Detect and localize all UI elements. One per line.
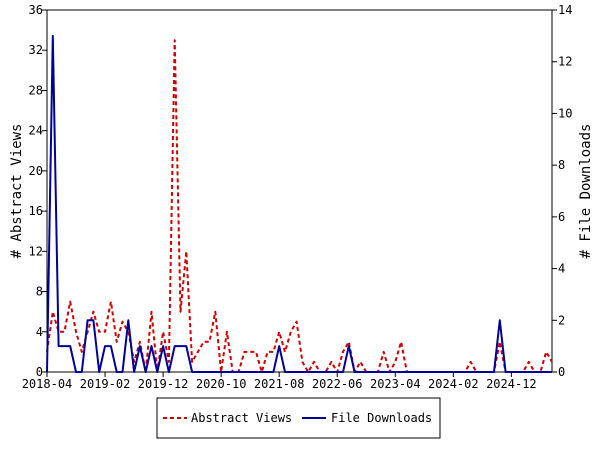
right-axis: 0 2 4 6 8 10 12 14 xyxy=(552,3,572,379)
left-axis-tick-label: 8 xyxy=(36,285,43,299)
series-line-file-downloads xyxy=(46,34,552,373)
bottom-axis-tick-label: 2023-04 xyxy=(370,377,421,391)
right-axis-tick-label: 2 xyxy=(558,313,565,327)
right-axis-tick-label: 12 xyxy=(558,55,572,69)
right-axis-tick-label: 14 xyxy=(558,3,572,17)
left-axis-tick-label: 36 xyxy=(29,3,43,17)
bottom-axis-tick-label: 2024-12 xyxy=(486,377,537,391)
bottom-axis-tick-label: 2024-02 xyxy=(428,377,479,391)
left-axis-tick-label: 16 xyxy=(29,204,43,218)
right-axis-tick-label: 4 xyxy=(558,262,565,276)
left-axis-tick-label: 28 xyxy=(29,83,43,97)
legend-label-file-downloads: File Downloads xyxy=(331,411,432,425)
left-axis-tick-label: 12 xyxy=(29,244,43,258)
right-axis-tick-label: 6 xyxy=(558,210,565,224)
bottom-axis-tick-label: 2019-12 xyxy=(138,377,189,391)
bottom-axis-tick-label: 2021-08 xyxy=(254,377,305,391)
left-axis-tick-label: 24 xyxy=(29,124,43,138)
left-axis: 0 4 8 12 16 20 24 28 32 36 xyxy=(29,3,47,379)
right-axis-tick-label: 8 xyxy=(558,158,565,172)
legend: Abstract Views File Downloads xyxy=(156,397,441,439)
bottom-axis-tick-label: 2022-06 xyxy=(312,377,363,391)
plot-area xyxy=(46,9,553,373)
left-axis-title: # Abstract Views xyxy=(9,124,25,259)
legend-label-abstract-views: Abstract Views xyxy=(191,411,292,425)
legend-box xyxy=(156,397,441,439)
left-axis-tick-label: 32 xyxy=(29,43,43,57)
series-layer xyxy=(46,34,553,373)
left-axis-tick-label: 4 xyxy=(36,325,43,339)
left-axis-tick-label: 20 xyxy=(29,164,43,178)
right-axis-title: # File Downloads xyxy=(578,124,594,259)
bottom-axis-tick-label: 2018-04 xyxy=(22,377,73,391)
left-axis-tick-label: 0 xyxy=(36,365,43,379)
bottom-axis-tick-label: 2020-10 xyxy=(196,377,247,391)
right-axis-tick-label: 0 xyxy=(558,365,565,379)
right-axis-tick-label: 10 xyxy=(558,106,572,120)
bottom-axis: 2018-04 2019-02 2019-12 2020-10 2021-08 2022-… xyxy=(22,372,537,391)
bottom-axis-tick-label: 2019-02 xyxy=(80,377,131,391)
